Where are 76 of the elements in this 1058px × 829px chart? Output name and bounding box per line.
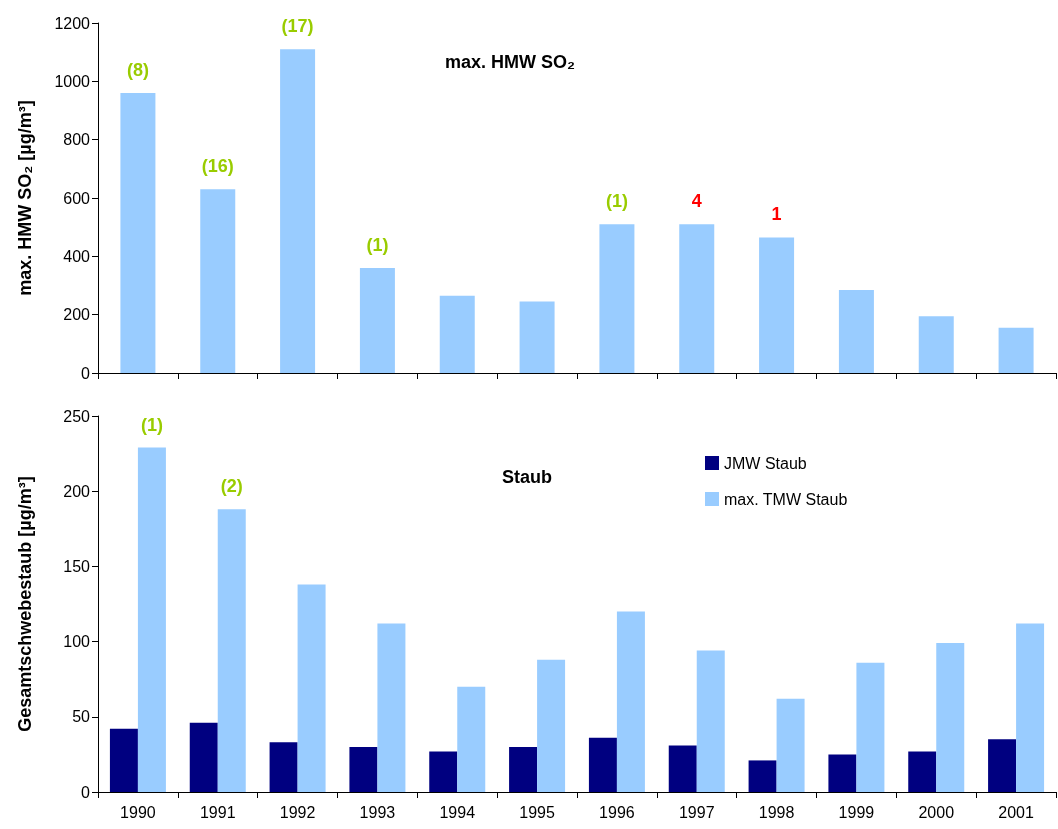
bar xyxy=(189,722,218,792)
x-tick-label: 1992 xyxy=(279,803,316,821)
x-tick-label: 2001 xyxy=(998,803,1034,821)
bar xyxy=(269,742,298,792)
bar xyxy=(828,754,857,792)
x-tick-label: 2000 xyxy=(918,803,955,821)
x-tick-label: 1994 xyxy=(439,803,476,821)
y-tick-label: 1000 xyxy=(54,72,91,90)
bar xyxy=(457,686,486,792)
bar xyxy=(856,662,885,792)
y-tick-label: 600 xyxy=(63,189,91,207)
bar xyxy=(679,224,715,373)
bar xyxy=(519,301,555,373)
bar xyxy=(936,643,965,792)
bar xyxy=(509,746,538,792)
y-tick-label: 150 xyxy=(63,557,91,575)
x-tick-label: 1998 xyxy=(758,803,795,821)
y-tick-label: 100 xyxy=(63,633,91,651)
bar xyxy=(297,584,326,792)
bar xyxy=(599,224,635,373)
bar xyxy=(280,49,316,373)
bar xyxy=(120,93,156,373)
bar xyxy=(748,760,777,792)
bar xyxy=(377,623,406,792)
x-tick-label: 1990 xyxy=(120,803,156,821)
annotation: (2) xyxy=(220,476,243,497)
bar xyxy=(439,295,475,373)
bar xyxy=(776,698,805,792)
y-tick-label: 200 xyxy=(63,306,91,324)
bar xyxy=(918,316,954,373)
bar xyxy=(838,289,874,373)
text: max. HMW SO₂ xyxy=(445,52,576,72)
legend-label: max. TMW Staub xyxy=(724,490,848,508)
x-tick-label: 1999 xyxy=(838,803,875,821)
bar xyxy=(668,745,697,792)
y-tick-label: 50 xyxy=(72,708,91,726)
bar xyxy=(696,650,725,792)
x-tick-label: 1997 xyxy=(678,803,715,821)
annotation: (16) xyxy=(201,156,234,177)
bar xyxy=(109,728,138,792)
bar xyxy=(908,751,937,792)
annotation: (1) xyxy=(366,235,389,255)
bar xyxy=(998,327,1034,373)
annotation: (8) xyxy=(126,60,149,80)
bar xyxy=(616,611,645,792)
x-tick-label: 1991 xyxy=(199,803,236,821)
annotation: (1) xyxy=(605,191,628,212)
y-tick-label: 1200 xyxy=(54,14,91,32)
bar xyxy=(217,509,246,792)
y-tick-label: 0 xyxy=(81,783,91,801)
bar xyxy=(988,739,1017,792)
annotation: (17) xyxy=(281,16,314,37)
bar xyxy=(200,189,236,373)
legend-label: JMW Staub xyxy=(724,454,807,472)
x-tick-label: 1995 xyxy=(519,803,555,821)
y-axis-title: Gesamtschwebestaub [µg/m³] xyxy=(15,476,35,732)
text: Staub xyxy=(502,467,553,487)
bar xyxy=(359,268,395,373)
x-tick-label: 1996 xyxy=(599,803,635,821)
annotation: 4 xyxy=(691,191,702,212)
y-tick-label: 800 xyxy=(63,131,91,149)
annotation: 1 xyxy=(771,204,782,225)
y-tick-label: 250 xyxy=(63,407,91,425)
bar xyxy=(349,746,378,792)
bar xyxy=(1016,623,1045,792)
bar xyxy=(137,447,166,792)
y-tick-label: 200 xyxy=(63,482,91,500)
bar xyxy=(759,237,795,373)
y-axis-title: max. HMW SO₂ [µg/m³] xyxy=(15,100,35,296)
bar xyxy=(537,659,566,792)
annotation: (1) xyxy=(140,414,163,435)
x-tick-label: 1993 xyxy=(359,803,396,821)
bar xyxy=(429,751,458,792)
bar xyxy=(588,737,617,792)
y-tick-label: 400 xyxy=(63,247,91,265)
y-tick-label: 0 xyxy=(81,364,91,382)
